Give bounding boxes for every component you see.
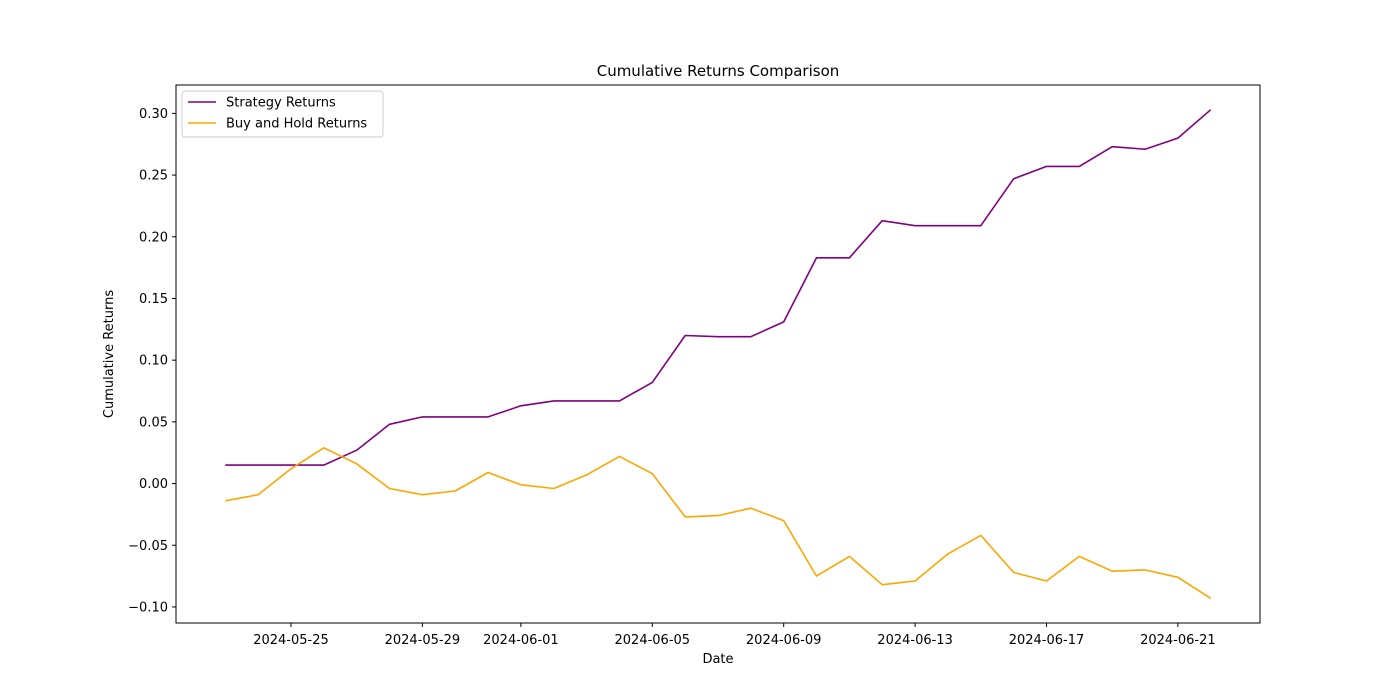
x-tick-label: 2024-05-29: [385, 633, 461, 648]
x-tick-label: 2024-06-21: [1140, 633, 1216, 648]
legend: Strategy Returns Buy and Hold Returns: [181, 90, 384, 138]
y-tick-label: 0.00: [139, 477, 168, 492]
x-axis-label: Date: [702, 652, 733, 667]
plot-background: [176, 85, 1260, 623]
y-tick-label: 0.05: [139, 415, 168, 430]
y-axis: −0.10 −0.05 0.00 0.05 0.10 0.15 0.20 0.25 0.30: [128, 107, 176, 615]
y-tick-label: −0.10: [128, 600, 168, 615]
plot-frame: [175, 84, 1261, 624]
plot-area: [175, 84, 1261, 624]
series-layer: [225, 109, 1212, 599]
x-tick-label: 2024-06-01: [483, 633, 559, 648]
x-tick-label: 2024-06-17: [1009, 633, 1085, 648]
x-tick-label: 2024-06-05: [615, 633, 691, 648]
x-axis: 2024-05-25 2024-05-29 2024-06-01 2024-06-05…: [253, 623, 1216, 648]
legend-box: [181, 90, 384, 138]
legend-label-strategy-returns: Strategy Returns: [226, 96, 336, 111]
x-tick-label: 2024-06-09: [746, 633, 822, 648]
y-tick-label: 0.20: [139, 230, 168, 245]
y-tick-label: 0.25: [139, 169, 168, 184]
legend-label-buy-and-hold-returns: Buy and Hold Returns: [226, 117, 367, 132]
series-line-buy-and-hold-returns: [225, 446, 1212, 599]
series-line-strategy-returns: [225, 109, 1212, 466]
y-tick-label: −0.05: [128, 539, 168, 554]
y-tick-label: 0.30: [139, 107, 168, 122]
y-tick-label: 0.10: [139, 354, 168, 369]
y-axis-label: Cumulative Returns: [102, 290, 117, 418]
y-tick-label: 0.15: [139, 292, 168, 307]
x-tick-label: 2024-06-13: [877, 633, 953, 648]
x-tick-label: 2024-05-25: [253, 633, 329, 648]
chart-title: Cumulative Returns Comparison: [597, 62, 840, 80]
